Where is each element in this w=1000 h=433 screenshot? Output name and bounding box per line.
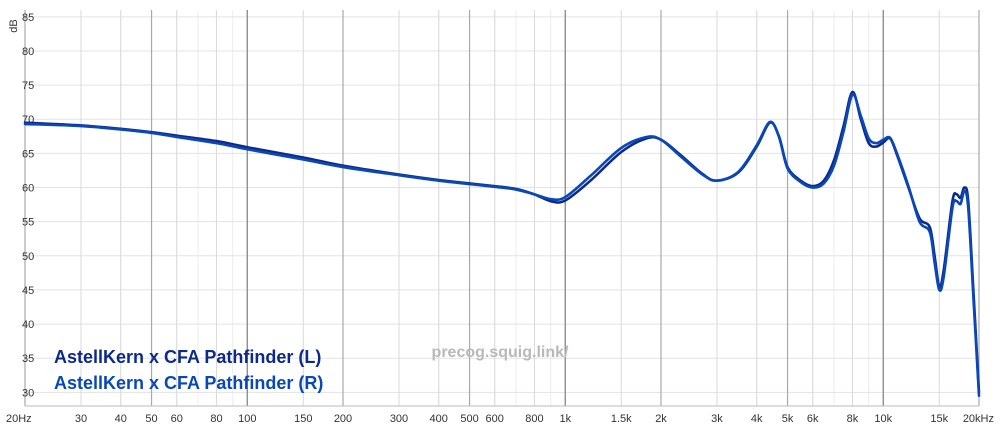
legend: AstellKern x CFA Pathfinder (L) AstellKer… — [54, 347, 323, 393]
y-axis-unit-label: dB — [8, 19, 20, 32]
y-tick-label: 45 — [22, 285, 34, 297]
y-tick-label: 80 — [22, 46, 34, 58]
x-tick-label: 1k — [559, 413, 571, 425]
x-tick-label: 5k — [782, 413, 794, 425]
x-tick-label: 30 — [75, 413, 87, 425]
y-tick-label: 60 — [22, 183, 34, 195]
x-tick-label: 150 — [294, 413, 312, 425]
x-tick-label: 100 — [238, 413, 256, 425]
series-curves — [23, 90, 981, 398]
legend-entry: AstellKern x CFA Pathfinder (R) — [54, 373, 323, 393]
x-tick-label: 200 — [334, 413, 352, 425]
watermark-text: precog.squig.link/ — [432, 344, 569, 361]
y-tick-label: 75 — [22, 80, 34, 92]
y-tick-label: 55 — [22, 217, 34, 229]
x-tick-label: 40 — [115, 413, 127, 425]
y-tick-label: 30 — [22, 387, 34, 399]
x-tick-label: 400 — [430, 413, 448, 425]
x-tick-label: 2k — [655, 413, 667, 425]
y-tick-label: 35 — [22, 353, 34, 365]
x-tick-label: 8k — [847, 413, 859, 425]
series-line-right — [23, 93, 981, 398]
legend-entry: AstellKern x CFA Pathfinder (L) — [54, 347, 321, 367]
y-tick-label: 50 — [22, 251, 34, 263]
x-tick-label: 600 — [486, 413, 504, 425]
x-tick-labels: 20Hz 30 40 50 60 80 100 150 200 300 400 500 600 800 1k… — [6, 413, 994, 425]
grid — [24, 10, 980, 407]
x-tick-label: 1.5k — [611, 413, 632, 425]
y-tick-label: 65 — [22, 148, 34, 160]
x-tick-label: 60 — [171, 413, 183, 425]
x-tick-label: 4k — [751, 413, 763, 425]
x-tick-label: 300 — [390, 413, 408, 425]
x-tick-label: 6k — [807, 413, 819, 425]
x-tick-label: 20kHz — [963, 413, 994, 425]
x-tick-label: 800 — [525, 413, 543, 425]
x-tick-label: 500 — [460, 413, 478, 425]
x-tick-label: 50 — [145, 413, 157, 425]
x-tick-label: 15k — [930, 413, 948, 425]
y-tick-label: 40 — [22, 319, 34, 331]
y-tick-label: 85 — [22, 12, 34, 24]
x-tick-label: 10k — [874, 413, 892, 425]
x-tick-label: 20Hz — [6, 413, 32, 425]
x-tick-label: 80 — [210, 413, 222, 425]
x-tick-label: 3k — [711, 413, 723, 425]
